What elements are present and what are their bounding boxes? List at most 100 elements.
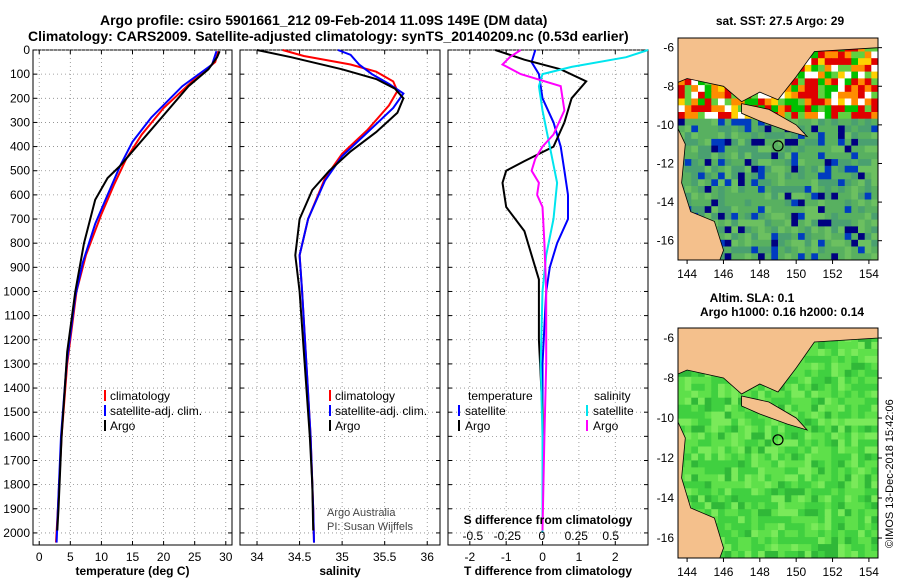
map-cell [711,425,719,434]
map-cell [851,411,859,420]
map-cell [824,91,832,99]
map-cell [824,551,832,559]
map-cell [844,523,852,531]
map-cell [851,253,859,261]
map-cell [824,58,832,66]
map-cell [751,474,759,482]
y-tick-label: 1700 [3,453,30,467]
map-cell [711,460,719,468]
map-cell [704,199,712,207]
map-cell [684,172,692,180]
map-cell [811,537,819,545]
map-cell [771,179,779,187]
map-cell [751,502,759,510]
map-cell [698,192,706,200]
map-cell [831,460,839,468]
map-cell [758,138,766,147]
map-cell [831,355,839,364]
map-cell [698,186,706,194]
map-cell [811,453,819,461]
map-cell [811,138,819,147]
map-cell [858,551,866,559]
map-cell [858,192,866,200]
map-cell [691,432,699,440]
map-cell [871,172,879,180]
y-tick-label: 400 [10,140,30,154]
map-cell [824,192,832,200]
map-cell [831,219,839,227]
map-cell [838,138,846,147]
map-cell [718,233,726,241]
map-cell [784,495,792,503]
map-cell [851,179,859,187]
map-cell [771,159,779,167]
map-cell [811,105,819,113]
map-cell [858,537,866,545]
map-cell [818,132,826,140]
map-cell [824,145,832,153]
map-cell [831,425,839,434]
map-cell [811,495,819,503]
map-cell [838,165,846,173]
map-cell [691,105,699,113]
map-cell [871,206,879,214]
map-cell [771,239,779,247]
map-cell [798,523,806,531]
map-cell [851,523,859,531]
map-cell [784,432,792,440]
map-cell [831,253,839,261]
map-cell [791,206,799,214]
map-cell [704,172,712,180]
map-cell [831,118,839,126]
map-cell [844,253,852,261]
map-cell [851,172,859,180]
map-cell [858,432,866,440]
map-cell [871,362,879,371]
map-cell [804,71,812,79]
map-cell [711,212,719,221]
map-cell [791,488,799,496]
map-cell [864,98,872,106]
map-cell [824,376,832,385]
map-cell [858,219,866,227]
map-cell [798,509,806,517]
map-cell [824,516,832,524]
map-cell [831,362,839,371]
map-cell [731,125,739,133]
map-cell [864,125,872,133]
map-cell [784,488,792,496]
map-cell [744,488,752,496]
map-cell [804,355,812,364]
map-cell [804,432,812,440]
map-cell [844,460,852,468]
map-cell [731,481,739,489]
map-cell [731,495,739,503]
map-cell [724,165,732,173]
map-cell [818,446,826,454]
map-cell [771,132,779,140]
map-cell [718,390,726,399]
map-cell [804,369,812,378]
map-cell [838,523,846,531]
map-cell [784,91,792,99]
map-cell [724,212,732,221]
map-cell [811,199,819,207]
map-cell [838,467,846,475]
map-cell [798,411,806,420]
map-cell [851,58,859,66]
map-cell [691,206,699,214]
map-cell [778,206,786,214]
map-cell [764,159,772,167]
legend-label: Argo [593,419,619,433]
map-cell [858,159,866,167]
map-cell [738,509,746,517]
map-cell [751,172,759,180]
map-cell [831,488,839,496]
map-cell [818,98,826,106]
map-cell [864,411,872,420]
map-cell [871,467,879,475]
map-cell [858,239,866,247]
map-cell [871,488,879,496]
map-cell [838,481,846,489]
map-cell [778,530,786,538]
